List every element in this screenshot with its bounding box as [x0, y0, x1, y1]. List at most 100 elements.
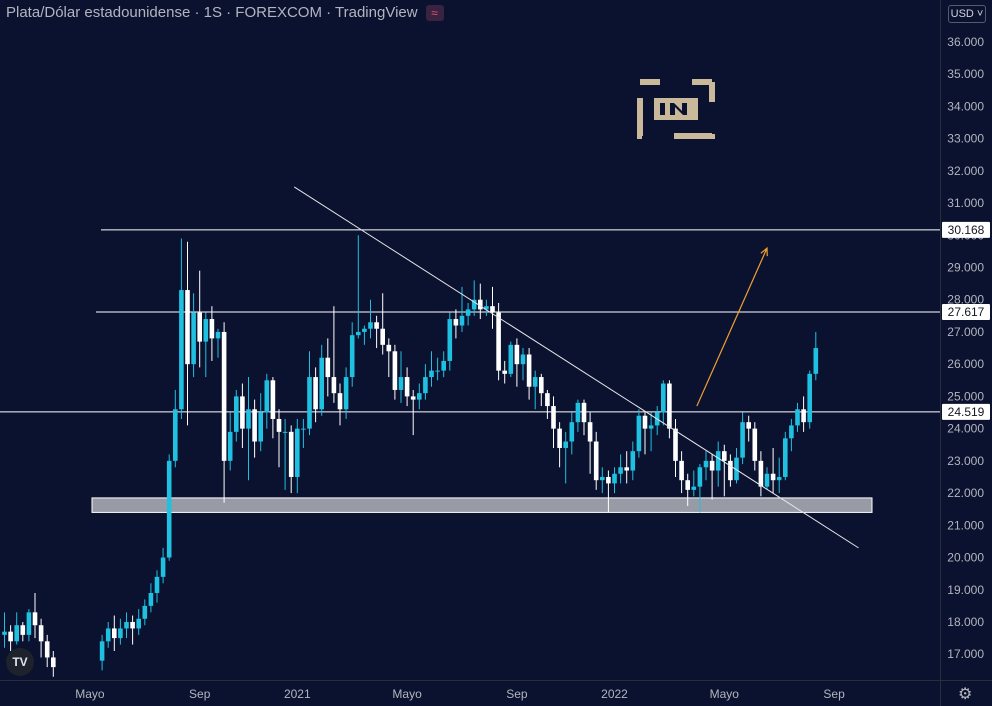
time-tick-label: Mayo — [392, 687, 422, 701]
candle-up — [459, 315, 465, 326]
price-tick-label: 17.000 — [947, 647, 984, 661]
candle-down — [112, 628, 117, 639]
candle-up — [661, 383, 666, 413]
candle-down — [32, 612, 38, 626]
candle-down — [539, 377, 544, 394]
currency-selector[interactable]: USD ˅ — [948, 5, 986, 23]
candle-down — [453, 319, 459, 326]
price-tick-label: 25.000 — [947, 389, 984, 403]
projection-arrow — [696, 247, 768, 407]
candle-down — [374, 322, 379, 329]
candle-down — [392, 351, 398, 390]
candle-up — [362, 328, 367, 332]
price-tick-label: 35.000 — [947, 67, 984, 81]
candle-down — [496, 312, 501, 371]
candle-down — [593, 441, 599, 481]
candle-down — [8, 631, 13, 642]
candle-up — [508, 344, 514, 374]
candle-up — [569, 422, 575, 442]
time-tick-label: Sep — [823, 687, 845, 701]
price-level-label: 30.168 — [948, 223, 985, 237]
candle-up — [813, 348, 819, 374]
compare-icon[interactable]: ≈ — [425, 5, 444, 22]
candle-up — [532, 377, 538, 387]
candle-down — [514, 344, 520, 365]
candle-up — [600, 476, 605, 481]
candle-up — [349, 335, 355, 378]
tradingview-logo-icon[interactable]: TV — [6, 648, 34, 676]
candle-up — [142, 605, 148, 619]
candle-up — [636, 415, 642, 452]
time-tick-label: 2022 — [601, 687, 628, 701]
candle-up — [734, 457, 739, 481]
settings-gear-icon[interactable]: ⚙ — [958, 686, 973, 703]
price-tick-label: 22.000 — [947, 486, 984, 500]
candle-up — [471, 299, 477, 310]
candle-down — [404, 377, 410, 397]
candle-down — [722, 451, 727, 461]
candle-down — [545, 393, 550, 407]
candle-down — [581, 402, 587, 423]
candle-up — [435, 370, 440, 372]
time-tick-label: Sep — [506, 687, 528, 701]
candle-up — [465, 309, 471, 316]
descending-trendline — [293, 186, 859, 549]
candle-up — [368, 322, 373, 329]
price-level-tag — [942, 403, 990, 420]
candle-down — [337, 393, 343, 410]
candle-down — [746, 422, 751, 429]
candle-down — [325, 357, 331, 378]
price-tick-label: 18.000 — [947, 615, 984, 629]
candle-up — [575, 402, 581, 423]
candle-up — [295, 428, 300, 477]
candle-up — [398, 377, 404, 390]
candle-down — [197, 312, 202, 342]
watermark-frame — [637, 79, 715, 139]
candle-up — [789, 425, 794, 439]
candle-down — [685, 480, 690, 490]
candle-down — [313, 377, 318, 410]
candle-up — [703, 460, 709, 468]
candle-up — [105, 628, 111, 642]
candle-down — [240, 396, 245, 429]
candle-up — [319, 357, 324, 410]
candle-up — [99, 641, 105, 661]
chart-title-text: Plata/Dólar estadounidense · 1S · FOREXC… — [6, 4, 418, 21]
candle-up — [740, 422, 745, 458]
candle-up — [764, 473, 770, 487]
candle-up — [630, 451, 636, 471]
candle-up — [258, 412, 263, 442]
candle-down — [526, 354, 532, 387]
candle-down — [679, 460, 684, 481]
candle-up — [447, 319, 453, 361]
watermark-glyph-n — [670, 103, 687, 115]
candle-down — [386, 344, 392, 352]
candle-up — [26, 612, 32, 635]
candle-up — [154, 576, 160, 593]
candle-up — [215, 331, 221, 339]
price-level-tag — [942, 304, 990, 321]
price-tick-label: 32.000 — [947, 164, 984, 178]
candle-down — [752, 428, 758, 461]
candle-down — [587, 422, 593, 442]
candle-down — [51, 657, 56, 668]
candle-up — [520, 354, 526, 365]
time-tick-label: Sep — [189, 687, 211, 701]
candle-up — [246, 409, 251, 429]
candle-down — [288, 431, 294, 477]
projection-arrowhead — [760, 246, 768, 257]
price-level-label: 27.617 — [948, 305, 985, 319]
candle-up — [697, 467, 703, 487]
candle-up — [356, 331, 361, 336]
candle-down — [770, 473, 776, 481]
candle-down — [209, 319, 215, 339]
candle-down — [38, 625, 44, 642]
candle-up — [14, 625, 19, 642]
candle-up — [563, 441, 568, 448]
candle-up — [691, 486, 697, 490]
candle-up — [618, 467, 623, 474]
candle-up — [429, 370, 434, 378]
candle-up — [417, 393, 422, 400]
